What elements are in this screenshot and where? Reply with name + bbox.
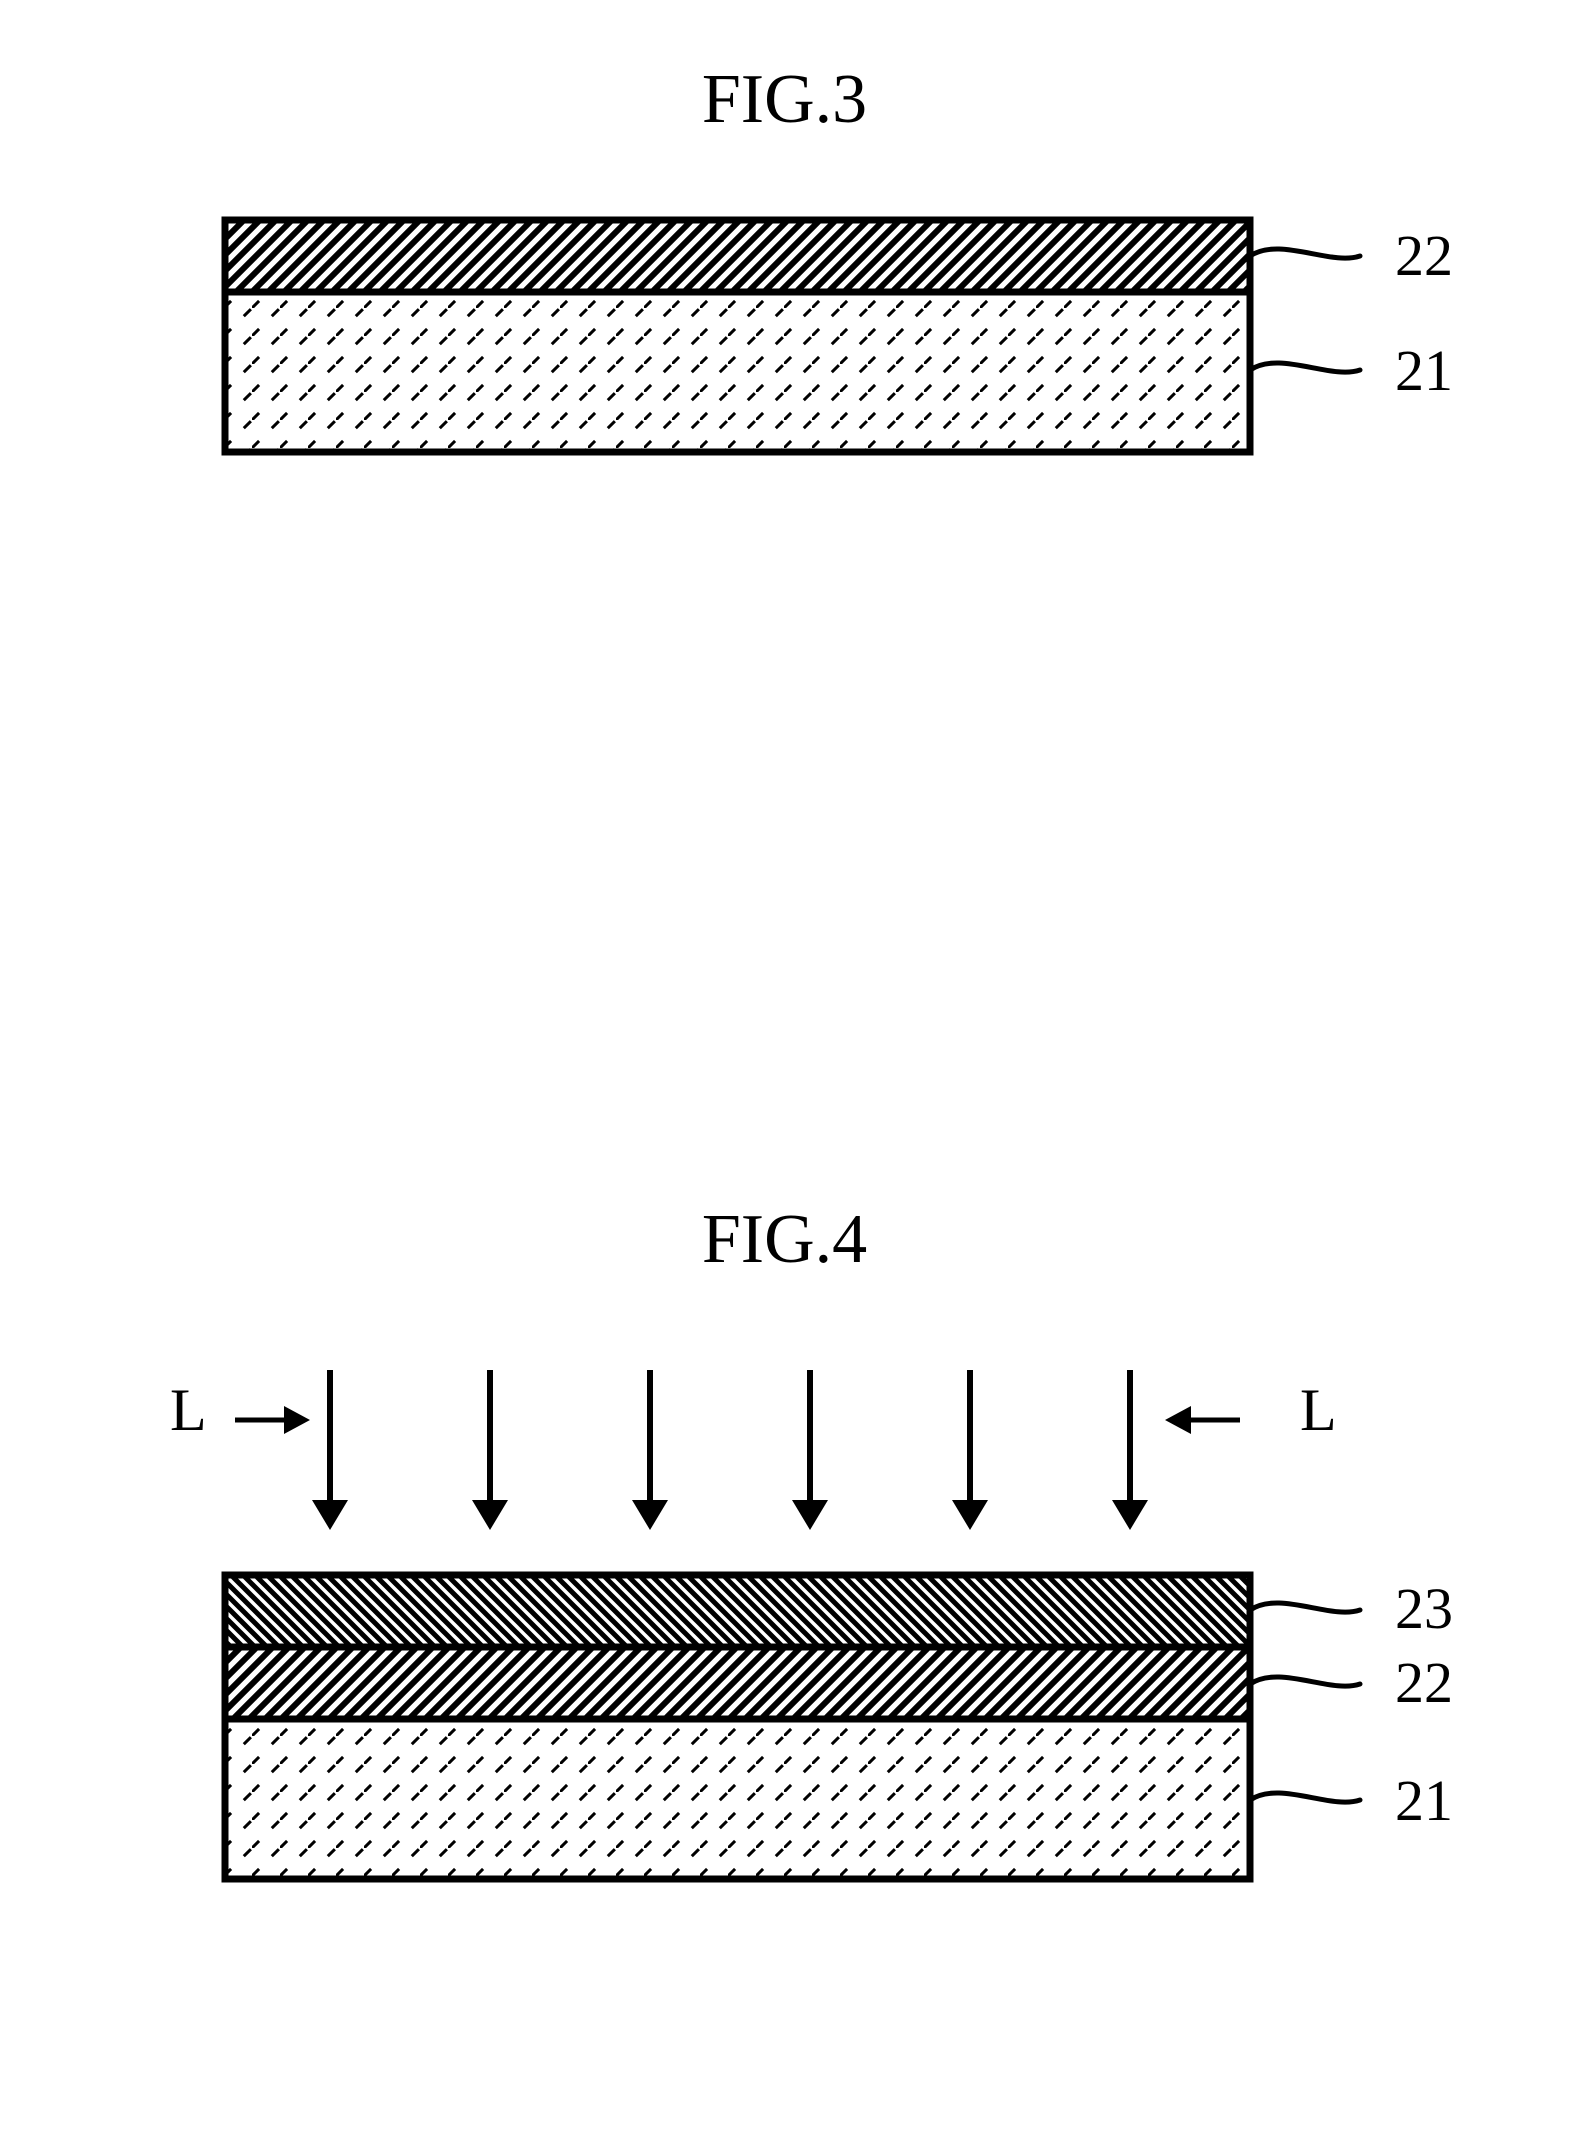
callout-label-22: 22	[1395, 223, 1453, 288]
layer-22	[225, 1647, 1250, 1719]
irradiation-label-left: L	[170, 1377, 207, 1443]
callout-label-23: 23	[1395, 1576, 1453, 1641]
layer-21	[225, 1719, 1250, 1879]
callout-label-21: 21	[1395, 1768, 1453, 1833]
layer-21	[225, 292, 1250, 452]
layer-23	[225, 1575, 1250, 1647]
callout-label-22: 22	[1395, 1650, 1453, 1715]
layer-22	[225, 220, 1250, 292]
diagram-canvas: 22 21 L L 23 22 21	[0, 0, 1569, 2137]
callout-label-21: 21	[1395, 338, 1453, 403]
irradiation-label-right: L	[1300, 1377, 1337, 1443]
